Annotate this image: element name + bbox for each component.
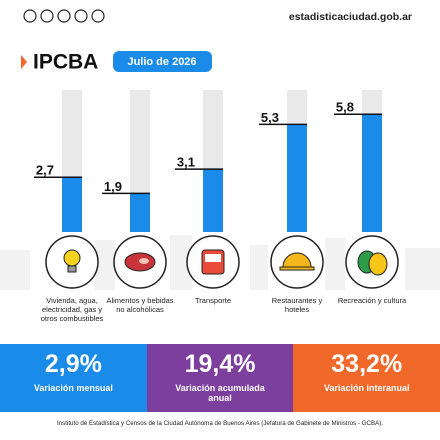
- stat-value: 19,4%: [184, 350, 256, 378]
- category-label: Recreación y cultura: [337, 296, 407, 305]
- bar: [287, 124, 307, 232]
- skyline: [0, 235, 440, 290]
- value-label: 5,3: [261, 110, 279, 125]
- period: Julio de 2026: [127, 56, 196, 68]
- category-label: Vivienda, agua, electricidad, gas y otro…: [40, 296, 104, 323]
- stat-label: Variación acumulada anual: [175, 383, 265, 403]
- period-pill: [113, 51, 212, 72]
- bulb: [63, 249, 81, 267]
- value-label: 1,9: [104, 179, 122, 194]
- bar: [130, 193, 150, 232]
- category-label: Alimentos y bebidas no alcohólicas: [106, 296, 174, 314]
- stat-label: Variación mensual: [33, 383, 113, 393]
- stat-card: 33,2% Variación interanual: [293, 344, 440, 412]
- cloche: [282, 252, 312, 268]
- bar: [362, 114, 382, 232]
- fat: [139, 258, 149, 264]
- value-label: 3,1: [177, 155, 195, 170]
- chart: estadisticaciudad.gob.ar IPCBA Julio de …: [0, 9, 440, 290]
- arrow: [21, 55, 27, 69]
- value-label: 5,8: [336, 100, 354, 115]
- bar: [62, 177, 82, 232]
- bus-window: [205, 254, 221, 262]
- footer: Instituto de Estadística y Censos de la …: [56, 420, 384, 427]
- title: IPCBA: [33, 51, 98, 74]
- icons: [45, 235, 399, 289]
- bulb-base: [67, 265, 77, 273]
- website: estadisticaciudad.gob.ar: [289, 11, 412, 23]
- stat-card: 19,4% Variación acumulada anual: [146, 344, 294, 412]
- bar: [203, 169, 223, 232]
- stat-value: 33,2%: [331, 350, 403, 378]
- tray: [279, 266, 315, 271]
- social-icons: [23, 9, 105, 23]
- stat-value: 2,9%: [44, 350, 102, 378]
- category-label: Transporte: [195, 296, 231, 305]
- category-label: Restaurantes y hoteles: [271, 296, 323, 314]
- value-label: 2,7: [36, 163, 54, 178]
- mask-2: [368, 252, 388, 276]
- stat-label: Variación interanual: [323, 383, 410, 393]
- stat-card: 2,9% Variación mensual: [0, 344, 147, 412]
